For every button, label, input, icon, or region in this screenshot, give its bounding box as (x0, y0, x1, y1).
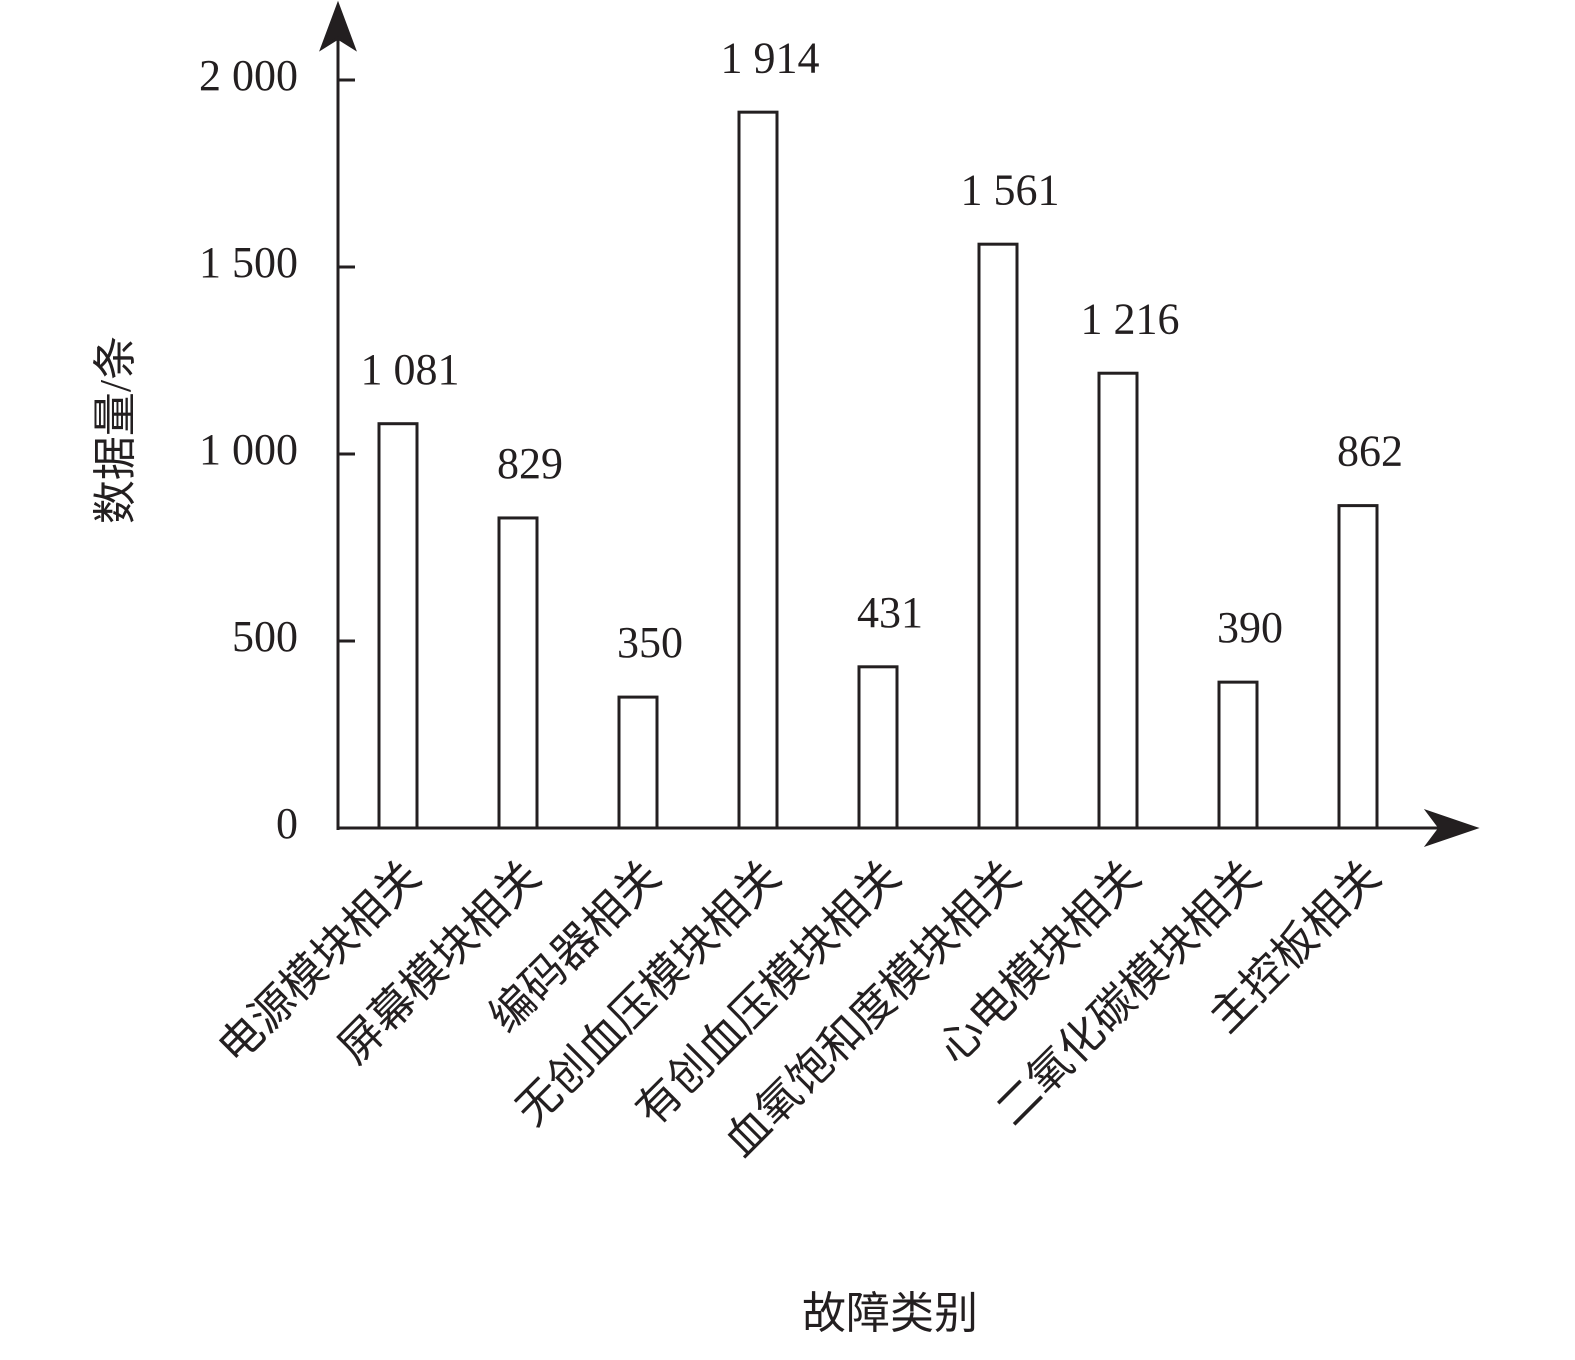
bar (737, 110, 779, 830)
y-tick-label: 0 (276, 799, 298, 848)
value-label: 1 081 (361, 345, 460, 394)
bar (1097, 371, 1139, 830)
bar (617, 695, 659, 830)
value-label: 1 216 (1081, 294, 1180, 343)
y-axis-arrow (319, 0, 357, 52)
value-label: 829 (497, 439, 563, 488)
bar (857, 665, 899, 830)
y-tick-label: 500 (232, 612, 298, 661)
bar (1337, 504, 1379, 830)
y-axis-title: 数据量/条 (91, 336, 140, 524)
x-tick-label: 电源模块相关 (209, 852, 430, 1073)
bar (497, 516, 539, 830)
y-tick-label: 2 000 (199, 51, 298, 100)
bar (977, 242, 1019, 830)
y-tick-label: 1 000 (199, 425, 298, 474)
value-label: 1 914 (721, 33, 820, 82)
value-label: 350 (617, 618, 683, 667)
x-axis-arrow (1423, 809, 1480, 847)
bar (1217, 680, 1259, 830)
y-tick-label: 1 500 (199, 238, 298, 287)
value-label: 1 561 (961, 165, 1060, 214)
value-label: 862 (1337, 427, 1403, 476)
bar (377, 422, 419, 830)
value-label: 390 (1217, 603, 1283, 652)
x-axis-title: 故障类别 (802, 1289, 978, 1338)
value-label: 431 (857, 588, 923, 637)
